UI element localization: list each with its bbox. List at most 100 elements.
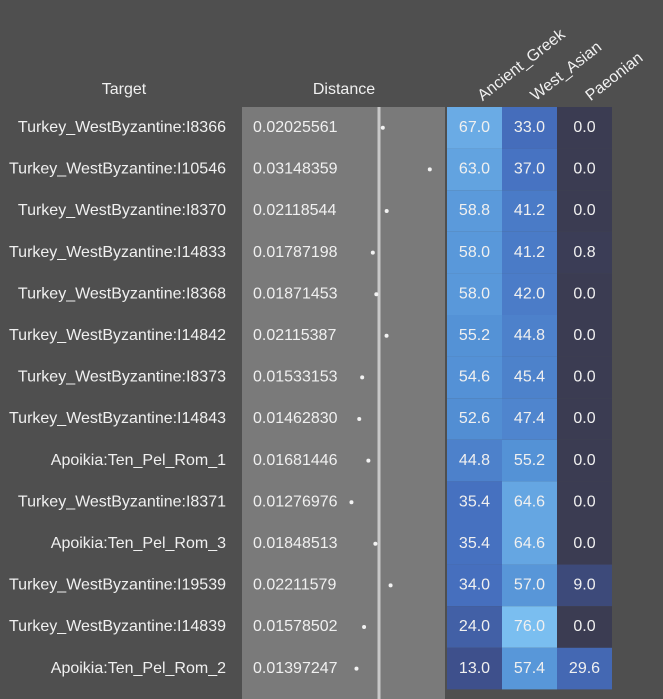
heat-cell (557, 315, 612, 357)
cell-value: 37.0 (514, 161, 545, 178)
cell-value: 0.0 (573, 410, 595, 427)
cell-value: 52.6 (459, 410, 490, 427)
distance-value: 0.01871453 (253, 285, 338, 302)
distance-dot (366, 458, 371, 463)
heat-cell (502, 231, 557, 274)
cell-value: 54.6 (459, 369, 490, 386)
heat-cell (447, 107, 502, 149)
cell-value: 0.0 (573, 202, 595, 219)
heat-cell (502, 564, 557, 607)
distance-value: 0.03148359 (253, 161, 338, 178)
cell-value: 0.0 (573, 535, 595, 552)
heat-cell (447, 398, 502, 440)
target-name: Turkey_WestByzantine:I8368 (18, 285, 226, 302)
header-target: Target (102, 81, 147, 98)
cell-value: 44.8 (459, 452, 490, 469)
cell-value: 13.0 (459, 660, 490, 677)
heat-cell (502, 273, 557, 315)
heat-cell (502, 356, 557, 399)
cell-value: 0.0 (573, 369, 595, 386)
target-name: Apoikia:Ten_Pel_Rom_1 (51, 452, 226, 469)
cell-value: 35.4 (459, 535, 490, 552)
cell-value: 33.0 (514, 119, 545, 136)
distance-dot (374, 292, 379, 297)
distance-dot (380, 125, 385, 130)
distance-value: 0.02115387 (253, 327, 336, 344)
cell-value: 63.0 (459, 161, 490, 178)
cell-value: 47.4 (514, 410, 545, 427)
target-name: Turkey_WestByzantine:I8373 (18, 369, 226, 386)
distance-dot (384, 333, 389, 338)
heat-cell (557, 107, 612, 149)
cell-value: 0.0 (573, 161, 595, 178)
heat-cell (447, 564, 502, 607)
distance-value: 0.01462830 (253, 410, 338, 427)
target-name: Turkey_WestByzantine:I8366 (18, 119, 226, 136)
heat-cell (557, 398, 612, 440)
heat-cell (557, 190, 612, 232)
target-name: Turkey_WestByzantine:I14843 (9, 410, 226, 427)
cell-value: 29.6 (569, 660, 600, 677)
distance-value: 0.01787198 (253, 244, 338, 261)
distance-value: 0.01848513 (253, 535, 338, 552)
heat-cell (502, 315, 557, 357)
heat-cell (557, 231, 612, 274)
cell-value: 57.0 (514, 577, 545, 594)
heat-cell (447, 481, 502, 523)
distance-dot (384, 209, 389, 213)
heat-cell (557, 148, 612, 191)
heat-cell (447, 647, 502, 690)
heat-cell (557, 606, 612, 648)
cell-value: 41.2 (514, 244, 545, 261)
distance-dot (370, 250, 375, 255)
distance-value: 0.02118544 (253, 202, 336, 219)
distance-dot (357, 417, 362, 421)
cell-value: 41.2 (514, 202, 545, 219)
heat-cell (447, 273, 502, 315)
target-name: Turkey_WestByzantine:I8371 (18, 493, 226, 510)
heat-cell (447, 190, 502, 232)
distance-dot (427, 167, 432, 172)
target-name: Turkey_WestByzantine:I14839 (9, 618, 226, 635)
distance-value: 0.02211579 (253, 577, 336, 594)
heat-cell (447, 523, 502, 565)
cell-value: 0.0 (573, 493, 595, 510)
target-name: Turkey_WestByzantine:I19539 (9, 577, 226, 594)
cell-value: 45.4 (514, 369, 545, 386)
heat-cell (557, 647, 612, 690)
cell-value: 24.0 (459, 618, 490, 635)
heat-cell (447, 231, 502, 274)
target-name: Turkey_WestByzantine:I14842 (9, 327, 226, 344)
heat-cell (447, 148, 502, 191)
heat-cell (502, 439, 557, 482)
header-component: Ancient_Greek (475, 25, 570, 104)
target-name: Turkey_WestByzantine:I8370 (18, 202, 226, 219)
cell-value: 0.0 (573, 119, 595, 136)
header-distance: Distance (313, 81, 375, 98)
cell-value: 64.6 (514, 535, 545, 552)
distance-value: 0.01578502 (253, 618, 338, 635)
distance-dot (373, 541, 378, 546)
distance-dot (349, 500, 354, 505)
cell-value: 58.0 (459, 244, 490, 261)
cell-value: 58.0 (459, 285, 490, 302)
distance-dot (388, 583, 393, 588)
target-name: Apoikia:Ten_Pel_Rom_2 (51, 660, 226, 677)
distance-dot (362, 625, 367, 629)
heat-cell (557, 356, 612, 399)
cell-value: 42.0 (514, 285, 545, 302)
heat-cell (502, 398, 557, 440)
cell-value: 57.4 (514, 660, 545, 677)
heat-cell (502, 606, 557, 648)
distance-value: 0.01397247 (253, 660, 338, 677)
cell-value: 55.2 (514, 452, 545, 469)
cell-value: 0.0 (573, 285, 595, 302)
target-name: Turkey_WestByzantine:I10546 (9, 161, 226, 178)
distance-value: 0.01276976 (253, 493, 338, 510)
cell-value: 55.2 (459, 327, 490, 344)
cell-value: 0.0 (573, 452, 595, 469)
heat-cell (502, 107, 557, 149)
distance-value: 0.01533153 (253, 369, 338, 386)
heat-cell (502, 481, 557, 523)
